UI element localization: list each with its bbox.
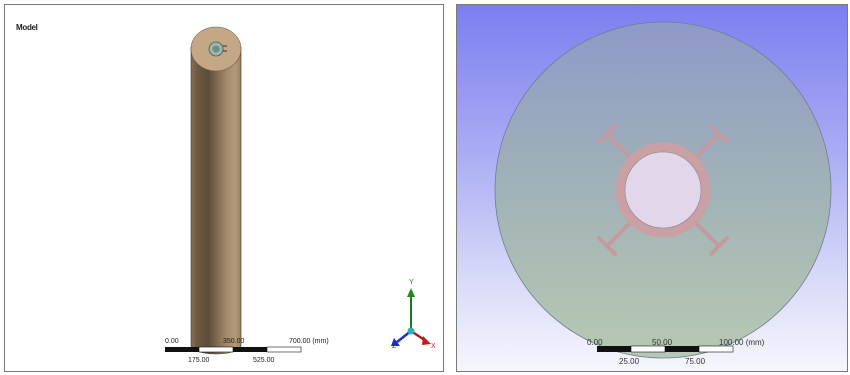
section-scale-bar: 0.00 50.00 100.00 (mm) 25.00 75.00 — [587, 338, 765, 366]
section-canvas: 0.00 50.00 100.00 (mm) 25.00 75.00 — [494, 21, 832, 366]
model-canvas: 0.00 350.00 700.00 (mm) 175.00 525.00 Y … — [165, 26, 436, 364]
pipe-bore-inner — [212, 45, 220, 53]
section-scale-label-100: 100.00 (mm) — [719, 338, 765, 347]
bore-opening — [624, 151, 702, 229]
inner-ring[interactable] — [615, 142, 711, 238]
spokes[interactable] — [597, 124, 729, 256]
section-scale-label-75: 75.00 — [685, 357, 706, 366]
section-scale-label-0: 0.00 — [587, 338, 603, 347]
axis-triad[interactable]: Y Z X — [391, 279, 436, 350]
section-scale-label-50: 50.00 — [652, 338, 673, 347]
section-viewport[interactable]: 0.00 50.00 100.00 (mm) 25.00 75.00 — [456, 4, 848, 372]
scale-label-0: 0.00 — [165, 338, 179, 345]
section-scale-label-25: 25.00 — [619, 357, 640, 366]
scale-label-525: 525.00 — [253, 357, 275, 364]
scale-bar: 0.00 350.00 700.00 (mm) 175.00 525.00 — [165, 338, 329, 364]
scale-label-350: 350.00 — [223, 338, 245, 345]
triad-x-label: X — [431, 343, 436, 350]
scale-label-175: 175.00 — [188, 357, 210, 364]
scale-label-700: 700.00 (mm) — [289, 338, 329, 345]
model-label: Model — [16, 23, 38, 32]
pipe-body[interactable] — [190, 46, 242, 355]
model-viewport[interactable]: Model 0.00 — [4, 4, 444, 372]
triad-z-label: Z — [392, 343, 397, 350]
triad-y-label: Y — [409, 279, 414, 286]
